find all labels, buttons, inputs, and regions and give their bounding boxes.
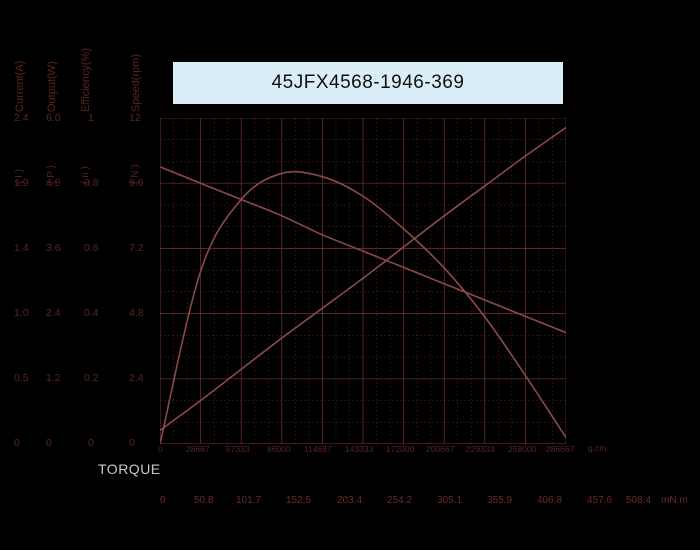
axis-label-output: Output(W) ( P ) xyxy=(46,42,62,184)
tick-speed-4: 2.4 xyxy=(129,372,144,384)
tick-current-0: 2.4 xyxy=(14,112,29,124)
xtick-p-5: 143333 xyxy=(345,444,374,454)
xtick-p-9: 258000 xyxy=(508,444,537,454)
xtick-p-6: 172000 xyxy=(386,444,415,454)
tick-efficiency-1: 0.8 xyxy=(84,177,99,189)
xtick-p-1: 28667 xyxy=(186,444,210,454)
x-unit-primary: g.cm xyxy=(588,443,607,453)
axis-label-output-sub: ( P ) xyxy=(46,165,57,184)
axis-label-output-text: Output(W) xyxy=(46,61,58,112)
tick-speed-5: 0 xyxy=(129,437,135,449)
tick-speed-3: 4.8 xyxy=(129,307,144,319)
x-axis-title: TORQUE xyxy=(98,461,161,477)
tick-current-2: 1.4 xyxy=(14,242,29,254)
xtick-p-2: 57333 xyxy=(226,444,250,454)
tick-speed-2: 7.2 xyxy=(129,242,144,254)
xtick-s-7: 355.9 xyxy=(487,495,513,506)
axis-label-current-sub: ( I ) xyxy=(14,169,25,184)
xtick-s-2: 101.7 xyxy=(236,495,262,506)
xtick-s-3: 152.5 xyxy=(286,495,312,506)
tick-efficiency-2: 0.6 xyxy=(84,242,99,254)
tick-output-5: 0 xyxy=(46,437,52,449)
tick-output-2: 3.6 xyxy=(46,242,61,254)
tick-current-4: 0.5 xyxy=(14,372,29,384)
tick-efficiency-0: 1 xyxy=(88,112,94,124)
x-tick-labels-secondary: 0 50.8 101.7 152.5 203.4 254.2 305.1 355… xyxy=(0,495,700,509)
axis-label-efficiency-text: Efficiency(%) xyxy=(80,48,92,112)
xtick-p-7: 200667 xyxy=(426,444,455,454)
xtick-p-0: 0 xyxy=(158,444,163,454)
xtick-p-10: 286667 xyxy=(546,444,575,454)
tick-output-1: 4.8 xyxy=(46,177,61,189)
plot-area xyxy=(160,118,566,444)
curves xyxy=(160,126,566,444)
axis-label-speed: Speed(rpm) ( N ) xyxy=(130,42,146,184)
tick-output-4: 1.2 xyxy=(46,372,61,384)
axis-label-efficiency: Efficiency(%) ( n ) xyxy=(80,42,96,184)
tick-efficiency-3: 0.4 xyxy=(84,307,99,319)
grid-major xyxy=(160,118,566,444)
tick-efficiency-4: 0.2 xyxy=(84,372,99,384)
xtick-s-5: 254.2 xyxy=(387,495,413,506)
x-tick-labels-primary: 0 28667 57333 86000 114667 143333 172000… xyxy=(0,443,700,458)
curve-current-a xyxy=(160,126,566,432)
tick-current-1: 1.9 xyxy=(14,177,29,189)
axis-label-current-text: Current(A) xyxy=(14,60,26,112)
tick-speed-0: 12 xyxy=(129,112,141,124)
xtick-p-4: 114667 xyxy=(304,444,332,454)
tick-output-3: 2.4 xyxy=(46,307,61,319)
xtick-p-8: 229333 xyxy=(466,444,495,454)
xtick-s-0: 0 xyxy=(160,495,166,506)
x-unit-secondary: mN.m xyxy=(661,495,688,506)
tick-output-0: 6.0 xyxy=(46,112,61,124)
xtick-s-1: 50.8 xyxy=(194,495,214,506)
xtick-s-8: 406.8 xyxy=(537,495,563,506)
tick-current-3: 1.0 xyxy=(14,307,29,319)
chart-title-box: 45JFX4568-1946-369 xyxy=(173,62,563,104)
plot-svg xyxy=(160,118,566,444)
curve-efficiency xyxy=(160,170,566,444)
axis-label-current: Current(A) ( I ) xyxy=(14,42,30,184)
xtick-p-3: 86000 xyxy=(267,444,291,454)
axis-label-speed-sub: ( N ) xyxy=(130,164,141,184)
page-title: 45JFX4568-1946-369 xyxy=(271,72,465,93)
tick-efficiency-5: 0 xyxy=(88,437,94,449)
tick-speed-1: 9.6 xyxy=(129,177,144,189)
axis-label-efficiency-sub: ( n ) xyxy=(80,166,91,184)
tick-current-5: 0 xyxy=(14,437,20,449)
curve-speed-rpm xyxy=(160,166,566,334)
axis-label-speed-text: Speed(rpm) xyxy=(130,53,142,112)
xtick-s-6: 305.1 xyxy=(437,495,463,506)
xtick-s-10: 508.4 xyxy=(626,495,652,506)
xtick-s-9: 457.6 xyxy=(587,495,613,506)
xtick-s-4: 203.4 xyxy=(337,495,363,506)
